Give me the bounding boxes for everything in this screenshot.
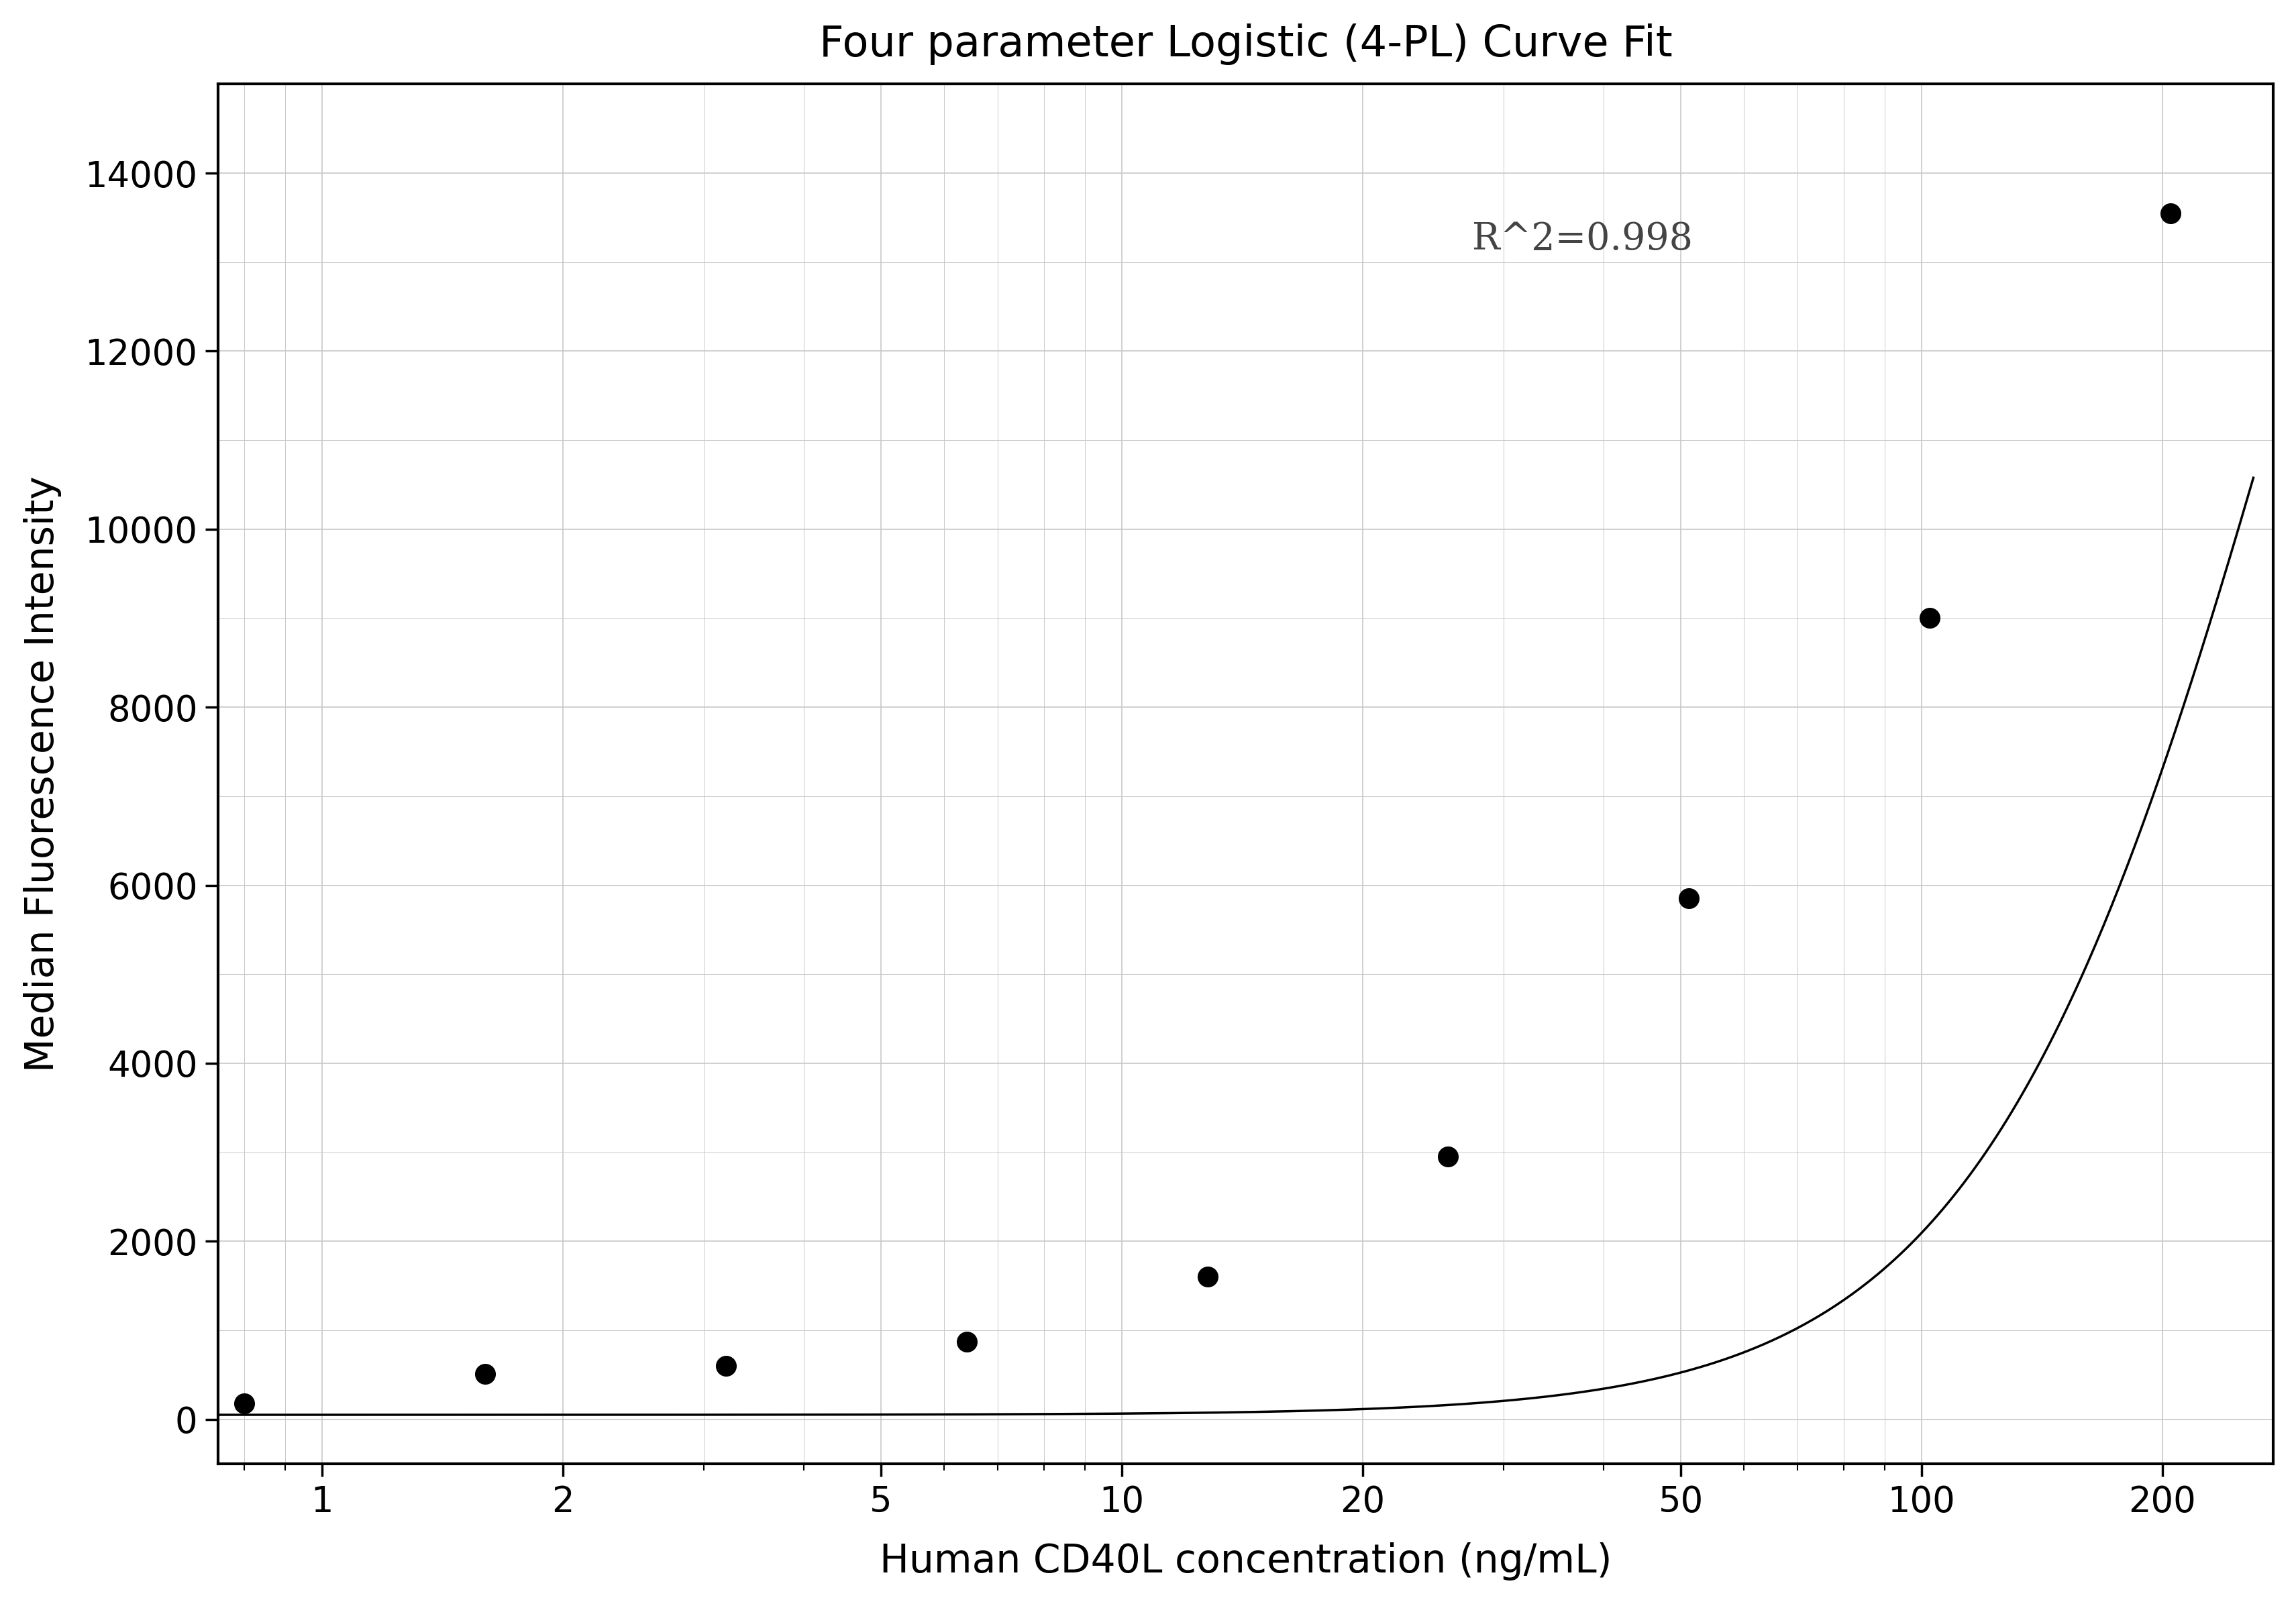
Point <box>2151 200 2188 226</box>
Point <box>948 1330 985 1355</box>
Point <box>225 1391 262 1416</box>
X-axis label: Human CD40L concentration (ng/mL): Human CD40L concentration (ng/mL) <box>879 1543 1612 1580</box>
Point <box>707 1354 744 1379</box>
Title: Four parameter Logistic (4-PL) Curve Fit: Four parameter Logistic (4-PL) Curve Fit <box>820 24 1671 64</box>
Text: R^2=0.998: R^2=0.998 <box>1472 221 1692 258</box>
Point <box>1430 1144 1467 1169</box>
Point <box>1669 885 1706 911</box>
Point <box>1910 605 1947 630</box>
Point <box>466 1362 503 1387</box>
Point <box>1189 1264 1226 1290</box>
Y-axis label: Median Fluorescence Intensity: Median Fluorescence Intensity <box>23 476 62 1071</box>
